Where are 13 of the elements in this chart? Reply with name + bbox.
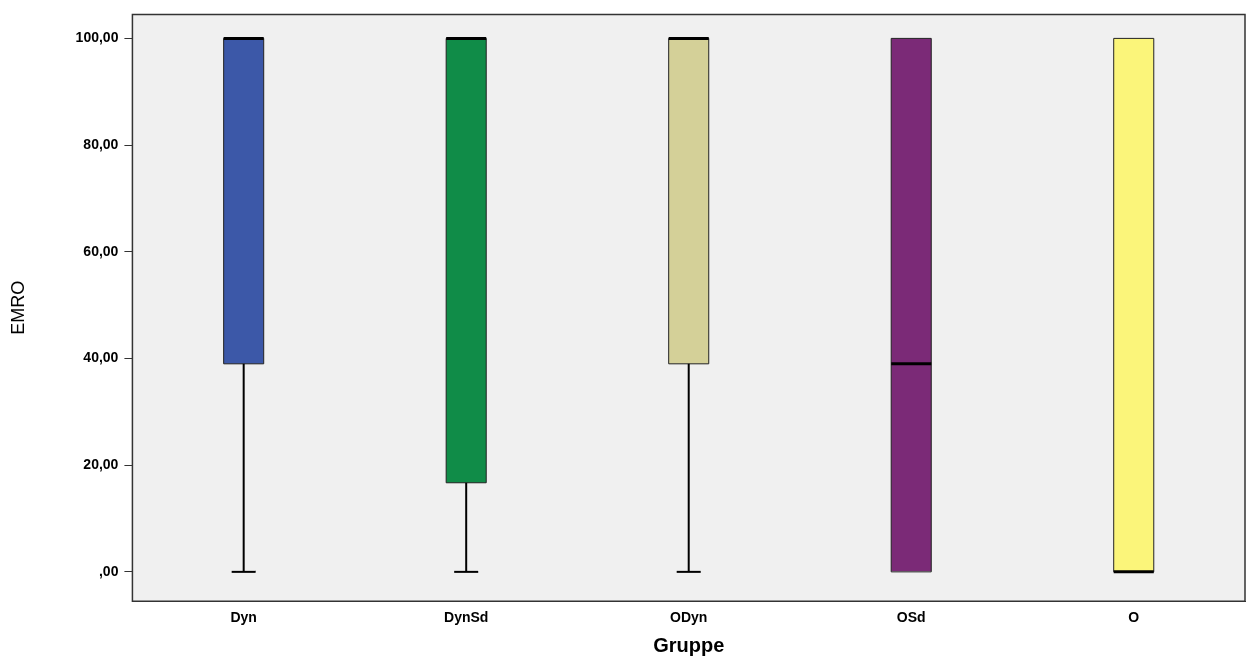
x-tick-label: OSd — [896, 609, 926, 626]
y-tick-label: ,00 — [98, 562, 119, 579]
x-tick-label: O — [1128, 609, 1140, 626]
y-tick-label: 80,00 — [83, 135, 119, 152]
y-tick-label: 40,00 — [83, 349, 119, 366]
x-tick-label: Dyn — [230, 609, 257, 626]
y-tick-label: 20,00 — [83, 456, 119, 473]
x-tick-label: DynSd — [444, 609, 489, 626]
y-axis-title: EMRO — [7, 280, 28, 335]
x-tick-label: ODyn — [670, 609, 708, 626]
y-tick-label: 60,00 — [83, 242, 119, 259]
y-tick-label: 100,00 — [75, 29, 119, 46]
x-axis-title: Gruppe — [653, 633, 725, 656]
